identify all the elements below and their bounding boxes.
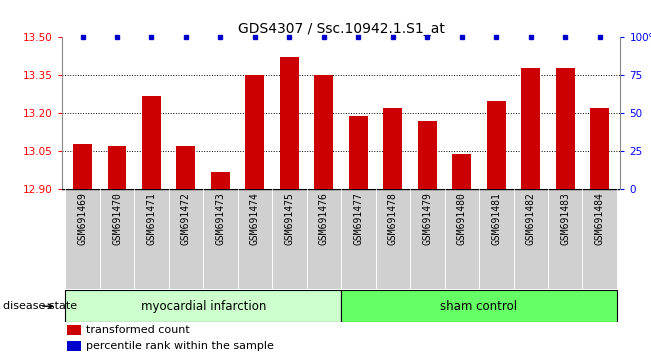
Text: GSM691471: GSM691471 bbox=[146, 192, 156, 245]
Bar bbox=[73, 144, 92, 189]
Bar bbox=[107, 146, 126, 189]
Title: GDS4307 / Ssc.10942.1.S1_at: GDS4307 / Ssc.10942.1.S1_at bbox=[238, 22, 445, 36]
Text: GSM691473: GSM691473 bbox=[215, 192, 225, 245]
Text: transformed count: transformed count bbox=[87, 325, 190, 335]
Text: GSM691474: GSM691474 bbox=[250, 192, 260, 245]
Text: GSM691482: GSM691482 bbox=[526, 192, 536, 245]
Bar bbox=[307, 189, 341, 289]
Bar bbox=[142, 96, 161, 189]
Text: GSM691478: GSM691478 bbox=[388, 192, 398, 245]
Bar bbox=[65, 189, 100, 289]
Bar bbox=[314, 75, 333, 189]
Text: GSM691472: GSM691472 bbox=[181, 192, 191, 245]
Bar bbox=[245, 75, 264, 189]
Text: myocardial infarction: myocardial infarction bbox=[141, 300, 266, 313]
Bar bbox=[445, 189, 479, 289]
Bar bbox=[203, 189, 238, 289]
Bar bbox=[280, 57, 299, 189]
Bar bbox=[590, 108, 609, 189]
Bar bbox=[68, 341, 81, 351]
Text: GSM691475: GSM691475 bbox=[284, 192, 294, 245]
Bar bbox=[341, 189, 376, 289]
Bar bbox=[514, 189, 548, 289]
Bar bbox=[272, 189, 307, 289]
Bar bbox=[556, 68, 575, 189]
Text: GSM691470: GSM691470 bbox=[112, 192, 122, 245]
Bar bbox=[65, 290, 341, 322]
Text: GSM691484: GSM691484 bbox=[595, 192, 605, 245]
Bar bbox=[383, 108, 402, 189]
Bar bbox=[521, 68, 540, 189]
Bar bbox=[68, 325, 81, 335]
Text: GSM691481: GSM691481 bbox=[492, 192, 501, 245]
Bar bbox=[100, 189, 134, 289]
Bar bbox=[487, 101, 506, 189]
Text: GSM691477: GSM691477 bbox=[353, 192, 363, 245]
Bar bbox=[238, 189, 272, 289]
Bar bbox=[341, 290, 617, 322]
Bar bbox=[548, 189, 583, 289]
Bar bbox=[169, 189, 203, 289]
Bar bbox=[583, 189, 617, 289]
Bar bbox=[211, 172, 230, 189]
Text: GSM691483: GSM691483 bbox=[561, 192, 570, 245]
Bar bbox=[134, 189, 169, 289]
Bar bbox=[376, 189, 410, 289]
Text: percentile rank within the sample: percentile rank within the sample bbox=[87, 341, 274, 351]
Text: GSM691469: GSM691469 bbox=[77, 192, 87, 245]
Bar bbox=[176, 146, 195, 189]
Bar bbox=[479, 189, 514, 289]
Bar bbox=[410, 189, 445, 289]
Bar bbox=[418, 121, 437, 189]
Text: disease state: disease state bbox=[3, 301, 77, 311]
Text: GSM691476: GSM691476 bbox=[319, 192, 329, 245]
Text: sham control: sham control bbox=[441, 300, 518, 313]
Text: GSM691479: GSM691479 bbox=[422, 192, 432, 245]
Bar bbox=[349, 116, 368, 189]
Bar bbox=[452, 154, 471, 189]
Text: GSM691480: GSM691480 bbox=[457, 192, 467, 245]
